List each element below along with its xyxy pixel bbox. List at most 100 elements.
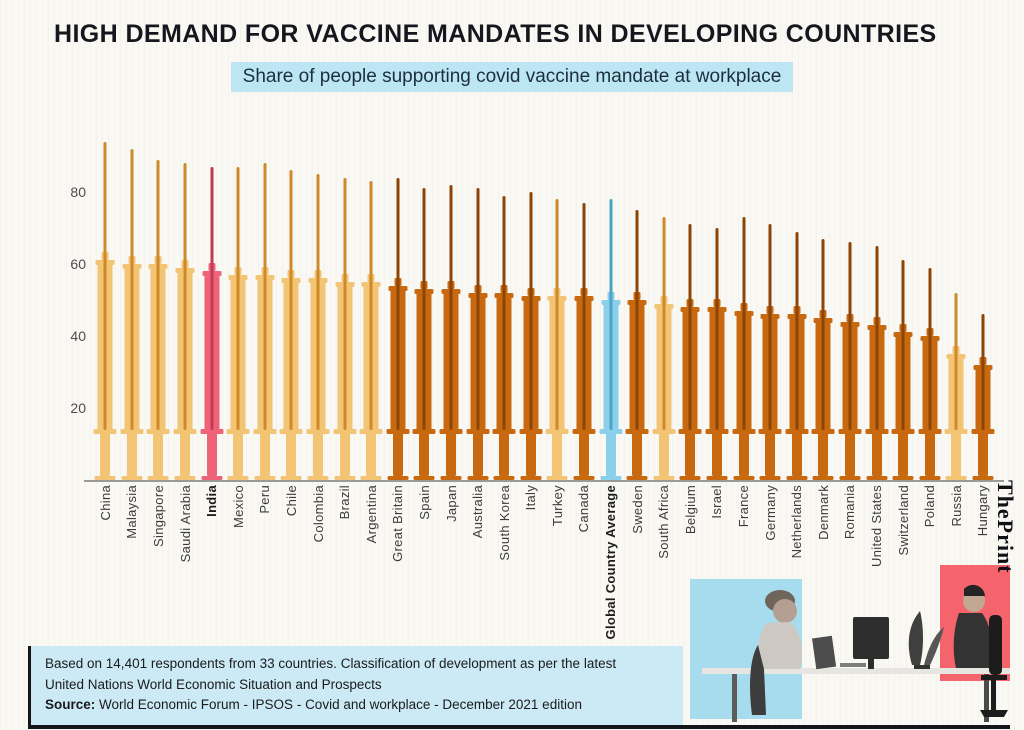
syringe-flange	[519, 429, 543, 434]
y-tick-label: 60	[70, 256, 86, 272]
syringe-bar	[650, 132, 677, 480]
syringe-flange	[492, 429, 516, 434]
syringe-bar	[358, 132, 385, 480]
syringe-bar	[943, 132, 970, 480]
country-label-cell: Mexico	[225, 485, 252, 657]
syringe-needle	[795, 231, 799, 430]
syringe-flange	[785, 429, 809, 434]
syringe-bar	[119, 132, 146, 480]
desk	[702, 668, 1010, 674]
syringe-flange	[918, 429, 942, 434]
country-label-cell: Japan	[438, 485, 465, 657]
country-label: United States	[869, 485, 885, 567]
syringe-flange	[359, 429, 383, 434]
syringe-rod	[818, 430, 829, 476]
syringe-bar	[544, 132, 571, 480]
country-label-cell: Australia	[464, 485, 491, 657]
syringe-rod	[658, 430, 669, 476]
syringe-foot	[573, 476, 595, 480]
syringe-bar	[198, 132, 225, 480]
country-label: Israel	[709, 485, 725, 519]
country-label: France	[736, 485, 752, 528]
syringe-bar	[491, 132, 518, 480]
country-label: Malaysia	[124, 485, 140, 539]
syringe-flange	[625, 429, 649, 434]
syringe-needle	[662, 217, 666, 430]
syringe-rod	[977, 430, 988, 476]
syringe-bar	[518, 132, 545, 480]
syringe-flange	[811, 429, 835, 434]
newsroom-photo	[688, 565, 1010, 725]
chart-plot	[92, 132, 996, 480]
country-label: Russia	[948, 485, 964, 527]
syringe-bar	[757, 132, 784, 480]
woman-head	[773, 599, 797, 623]
country-label: Canada	[576, 485, 592, 533]
syringe-foot	[467, 476, 489, 480]
syringe-foot	[972, 476, 994, 480]
syringe-needle	[582, 202, 586, 430]
syringe-bar	[278, 132, 305, 480]
office-chair-seat	[981, 675, 1007, 680]
syringe-flange	[200, 429, 224, 434]
source-text: World Economic Forum - IPSOS - Covid and…	[95, 696, 582, 712]
syringe-foot	[307, 476, 329, 480]
syringe-needle	[742, 217, 746, 430]
syringe-rod	[286, 430, 297, 476]
syringe-needle	[156, 159, 160, 430]
syringe-rod	[844, 430, 855, 476]
syringe-foot	[600, 476, 622, 480]
syringe-bar	[305, 132, 332, 480]
syringe-rod	[898, 430, 909, 476]
syringe-needle	[316, 174, 320, 430]
source-label: Source:	[45, 696, 96, 712]
chart-bars	[92, 132, 996, 480]
infographic: HIGH DEMAND FOR VACCINE MANDATES IN DEVE…	[0, 20, 1024, 729]
syringe-flange	[93, 429, 117, 434]
syringe-rod	[791, 430, 802, 476]
country-label-cell: Malaysia	[119, 485, 146, 657]
syringe-needle	[715, 228, 719, 430]
source-line: Source: World Economic Forum - IPSOS - C…	[45, 695, 669, 715]
syringe-needle	[396, 177, 400, 430]
syringe-flange	[253, 429, 277, 434]
syringe-foot	[360, 476, 382, 480]
syringe-bar	[783, 132, 810, 480]
syringe-bar	[464, 132, 491, 480]
syringe-needle	[609, 199, 613, 430]
syringe-foot	[839, 476, 861, 480]
syringe-foot	[94, 476, 116, 480]
syringe-rod	[525, 430, 536, 476]
syringe-bar	[810, 132, 837, 480]
syringe-bar	[730, 132, 757, 480]
country-label: Switzerland	[895, 485, 911, 556]
syringe-foot	[413, 476, 435, 480]
country-label-cell: Peru	[252, 485, 279, 657]
syringe-foot	[493, 476, 515, 480]
syringe-bar	[837, 132, 864, 480]
country-label-cell: Italy	[518, 485, 545, 657]
syringe-flange	[705, 429, 729, 434]
desk-leg	[984, 674, 989, 722]
syringe-needle	[875, 246, 879, 430]
office-chair-back	[989, 615, 1002, 675]
syringe-flange	[386, 429, 410, 434]
syringe-bar	[172, 132, 199, 480]
syringe-bar	[438, 132, 465, 480]
syringe-rod	[871, 430, 882, 476]
desk-leg	[732, 674, 737, 722]
country-label: South Korea	[496, 485, 512, 561]
syringe-bar	[624, 132, 651, 480]
syringe-foot	[546, 476, 568, 480]
country-label-cell: Brazil	[331, 485, 358, 657]
syringe-rod	[605, 430, 616, 476]
syringe-foot	[387, 476, 409, 480]
syringe-bar	[890, 132, 917, 480]
country-label-cell: Canada	[571, 485, 598, 657]
syringe-rod	[153, 430, 164, 476]
syringe-foot	[945, 476, 967, 480]
syringe-flange	[678, 429, 702, 434]
syringe-rod	[259, 430, 270, 476]
syringe-bar	[145, 132, 172, 480]
footnote-line2: United Nations World Economic Situation …	[45, 676, 382, 692]
